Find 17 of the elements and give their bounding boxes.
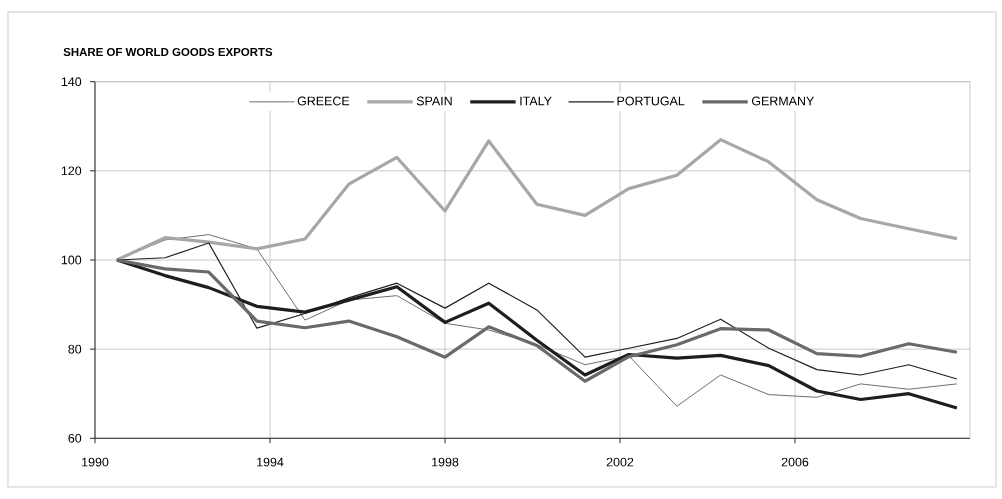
x-tick-label: 1998 [432,457,459,467]
x-tick-label: 2002 [606,457,634,467]
legend-label: SPAIN [416,96,452,106]
y-tick-label: 120 [61,166,82,176]
y-tick-label: 80 [68,344,82,354]
chart-title: SHARE OF WORLD GOODS EXPORTS [63,47,273,57]
legend-label: GERMANY [751,96,814,106]
y-tick-label: 100 [61,255,82,265]
x-tick-label: 1990 [82,457,109,467]
x-tick-label: 2006 [781,457,809,467]
x-tick-label: 1994 [257,457,284,467]
y-tick-label: 140 [61,77,82,87]
line-series [115,138,959,262]
legend-label: PORTUGAL [617,96,685,106]
y-tick-label: 60 [68,433,82,443]
legend-label: ITALY [520,96,552,106]
legend-label: GREECE [297,96,350,106]
